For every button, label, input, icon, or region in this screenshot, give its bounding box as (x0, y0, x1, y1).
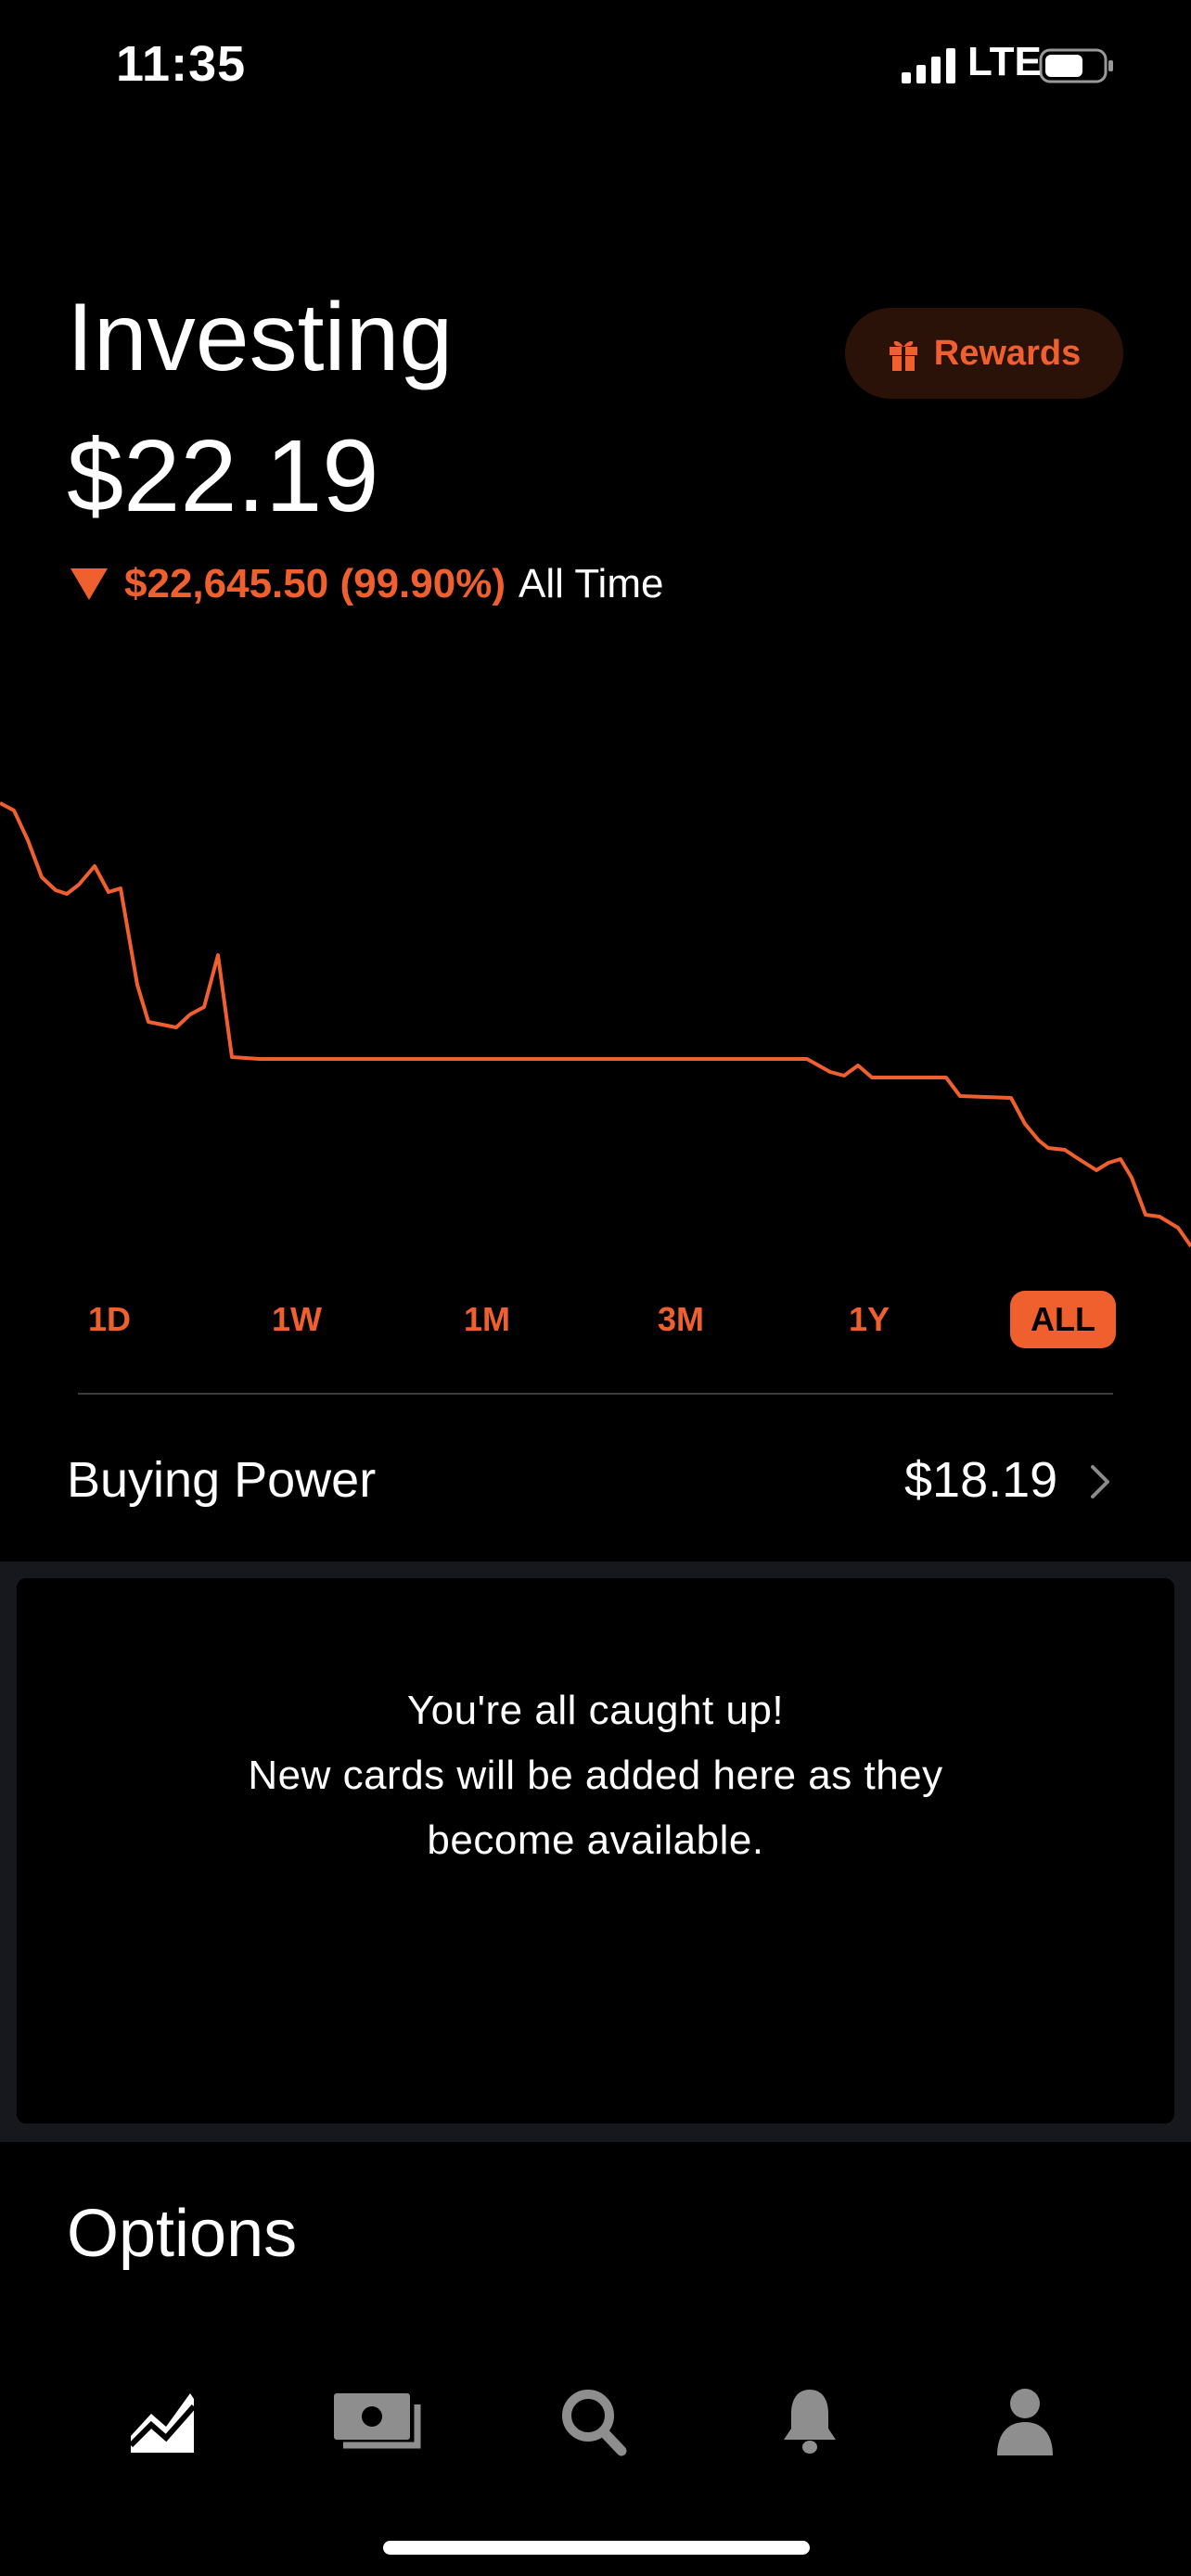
portfolio-line (0, 801, 1191, 1248)
timeframe-1m[interactable]: 1M (463, 1300, 510, 1338)
cash-icon (334, 2393, 421, 2449)
status-time: 11:35 (116, 36, 247, 92)
nav-cash[interactable] (331, 2385, 424, 2459)
timeframe-1d[interactable]: 1D (87, 1300, 132, 1338)
network-label: LTE (967, 39, 1042, 84)
change-period: All Time (518, 561, 664, 606)
nav-account[interactable] (979, 2385, 1071, 2459)
signal-icon (902, 48, 955, 83)
change-value: $22,645.50 (99.90%) (124, 561, 506, 606)
timeframe-all[interactable]: ALL (1010, 1291, 1116, 1348)
timeframe-1y[interactable]: 1Y (848, 1300, 890, 1338)
portfolio-change: $22,645.50 (99.90%) All Time (70, 555, 663, 614)
gift-icon (889, 340, 917, 371)
options-heading: Options (67, 2197, 298, 2271)
rewards-label: Rewards (933, 333, 1082, 373)
timeframe-3m[interactable]: 3M (657, 1300, 704, 1338)
nav-investing[interactable] (116, 2385, 209, 2459)
portfolio-chart[interactable] (0, 788, 1191, 1270)
nav-notifications[interactable] (763, 2385, 856, 2459)
battery-icon (1039, 48, 1113, 83)
person-icon (997, 2389, 1053, 2455)
search-icon (562, 2390, 627, 2456)
card-message-line: New cards will be added here as they (248, 1753, 943, 1798)
divider (78, 1393, 1113, 1395)
buying-power-label[interactable]: Buying Power (67, 1452, 377, 1508)
empty-card (17, 1578, 1174, 2123)
home-indicator (383, 2541, 810, 2555)
card-message-line: become available. (427, 1817, 764, 1863)
portfolio-balance: $22.19 (67, 419, 379, 533)
down-triangle-icon (70, 568, 108, 600)
chart-icon (129, 2393, 196, 2453)
rewards-button[interactable]: Rewards (845, 308, 1123, 399)
timeframe-1w[interactable]: 1W (272, 1300, 322, 1338)
bell-icon (784, 2390, 836, 2454)
buying-power-value[interactable]: $18.19 (904, 1452, 1058, 1508)
page-title: Investing (67, 284, 454, 391)
chevron-right-icon[interactable] (1087, 1460, 1113, 1504)
card-message-title: You're all caught up! (406, 1688, 785, 1733)
nav-search[interactable] (547, 2385, 640, 2459)
